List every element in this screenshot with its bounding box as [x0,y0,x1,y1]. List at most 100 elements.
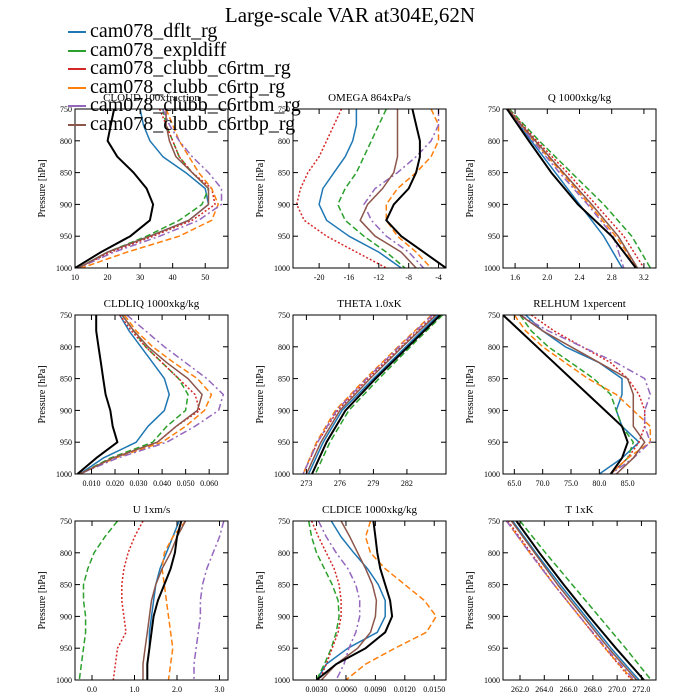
legend-swatch [68,49,86,52]
legend-item: cam078_clubb_c6rtbp_rg [68,112,368,135]
series-line [508,109,652,268]
y-tick-label: 800 [278,137,290,146]
series-line [305,315,437,474]
x-tick-label: 2.0 [542,273,552,282]
series-line [81,109,219,268]
series-line [320,521,378,680]
x-tick-label: 3.2 [639,273,649,282]
y-tick-label: 850 [278,581,290,590]
series-line [315,521,386,680]
y-tick-label: 800 [60,137,72,146]
chart-panel: Q 1000xkg/kg 750 800 850 900 950 1000 1.6 2.0 2.4… [465,92,657,282]
series-line [318,109,402,268]
y-tick-label: 850 [60,581,72,590]
plot-frame [292,520,447,681]
y-tick-label: 800 [60,549,72,558]
legend-label: cam078_expldiff [90,38,227,61]
x-tick-label: 0.0 [87,685,97,694]
series-group [76,315,225,474]
y-axis-label: Pressure [hPa] [37,571,48,629]
y-tick-label: 950 [488,438,500,447]
y-tick-label: 1000 [484,470,500,479]
legend-item: cam078_clubb_c6rtm_rg [68,57,368,79]
y-axis-label: Pressure [hPa] [255,571,266,629]
x-tick-label: 0.060 [200,479,218,488]
y-tick-label: 900 [60,406,72,415]
y-tick-label: 850 [60,169,72,178]
series-line [512,521,640,680]
plot-frame [74,314,229,475]
series-line [77,109,210,268]
x-tick-label: 0.010 [82,479,100,488]
x-tick-label: 10 [71,273,79,282]
y-tick-label: 850 [488,169,500,178]
series-line [385,109,446,268]
series-line [505,521,635,680]
series-line [506,109,637,268]
x-tick-label: 2.8 [607,273,617,282]
legend-label: cam078_dflt_rg [90,20,218,42]
x-tick-label: 70.0 [536,479,550,488]
y-tick-label: 1000 [484,676,500,685]
series-line [519,315,646,474]
legend: cam078_dflt_rg cam078_expldiff cam078_cl… [68,20,368,135]
legend-item: cam078_clubb_c6rtp_rg [68,76,368,98]
x-tick-label: 266.0 [560,685,578,694]
x-tick-label: -16 [344,273,355,282]
series-line [295,109,387,268]
series-line [302,315,433,474]
y-tick-label: 750 [278,517,290,526]
x-tick-label: 282 [401,479,413,488]
panel-title: CLDICE 1000xkg/kg [322,504,418,516]
series-line [315,521,394,680]
x-tick-label: 0.0090 [364,685,386,694]
legend-label: cam078_clubb_c6rtbp_rg [90,112,296,135]
y-tick-label: 750 [60,105,72,114]
y-tick-label: 900 [60,200,72,209]
series-group [307,521,437,680]
series-line [385,109,440,268]
y-tick-label: 750 [60,311,72,320]
series-line [112,521,144,680]
y-tick-label: 800 [488,343,500,352]
plot-frame [292,314,447,475]
chart-panel: CLDLIQ 1000xkg/kg 750 800 850 900 950 1000 0.01… [37,298,229,488]
series-line [507,109,623,268]
panel-title: THETA 1.0xK [337,298,402,310]
series-line [307,521,340,680]
y-tick-label: 800 [278,343,290,352]
y-tick-label: 900 [278,406,290,415]
series-group [295,109,446,268]
series-group [75,109,223,268]
chart-panel: CLDICE 1000xkg/kg 750 800 850 900 950 1000 0.00… [255,504,447,694]
series-group [505,521,652,680]
series-line [363,109,440,268]
x-tick-label: 0.030 [130,479,148,488]
x-tick-label: 85.0 [621,479,635,488]
x-tick-label: 0.050 [177,479,195,488]
series-line [345,521,437,680]
y-axis-label: Pressure [hPa] [37,365,48,423]
y-axis-label: Pressure [hPa] [465,365,476,423]
legend-label: cam078_clubb_c6rtm_rg [90,57,291,79]
series-line [76,315,119,474]
y-tick-label: 1000 [274,470,290,479]
y-tick-label: 800 [278,549,290,558]
y-tick-label: 900 [60,612,72,621]
y-tick-label: 750 [488,105,500,114]
series-line [337,109,406,268]
x-tick-label: -4 [435,273,442,282]
y-tick-label: 850 [60,375,72,384]
x-tick-label: 2.0 [172,685,182,694]
series-line [317,521,361,680]
y-axis-label: Pressure [hPa] [37,159,48,217]
y-axis-label: Pressure [hPa] [255,159,266,217]
series-line [79,315,225,474]
figure-title: Large-scale VAR at304E,62N [224,3,476,27]
plot-frame [292,108,447,269]
series-line [307,315,439,474]
series-line [146,521,183,680]
series-line [193,521,225,680]
series-line [519,315,652,474]
